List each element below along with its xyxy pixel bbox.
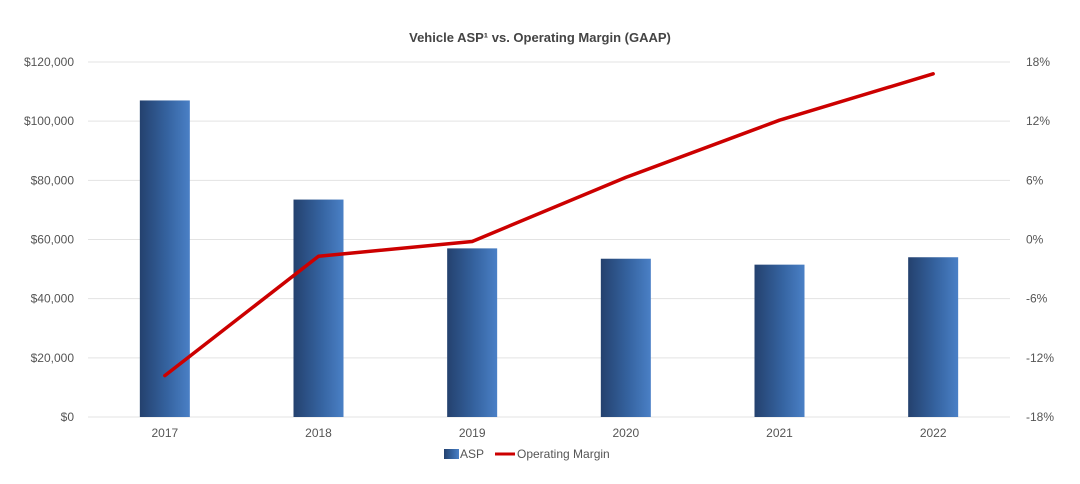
chart-title: Vehicle ASP¹ vs. Operating Margin (GAAP) [409,30,671,45]
bar-asp-2017 [139,100,190,417]
y-right-tick-label: -12% [1026,351,1054,365]
y-right-tick-label: -18% [1026,410,1054,424]
x-tick-label: 2019 [459,426,486,440]
y-left-tick-label: $0 [61,410,75,424]
y-right-tick-label: 6% [1026,173,1044,187]
legend: ASP Operating Margin [444,447,610,461]
operating-margin-point-2020 [624,175,628,179]
x-tick-label: 2020 [612,426,639,440]
legend-label-asp: ASP [460,447,484,461]
y-left-tick-label: $100,000 [24,114,74,128]
y-right-tick-label: 18% [1026,55,1050,69]
bar-asp-2019 [447,248,498,417]
y-left-tick-label: $80,000 [31,173,75,187]
y-left-tick-label: $20,000 [31,351,75,365]
y-right-tick-label: 12% [1026,114,1050,128]
operating-margin-point-2022 [931,72,935,76]
operating-margin-line [163,72,935,378]
operating-margin-point-2017 [163,374,167,378]
y-right-tick-label: -6% [1026,292,1048,306]
x-tick-label: 2017 [151,426,178,440]
legend-label-operating-margin: Operating Margin [517,447,610,461]
x-tick-label: 2018 [305,426,332,440]
y-left-tick-label: $40,000 [31,292,75,306]
operating-margin-point-2021 [778,118,781,122]
bar-asp-2018 [293,199,344,417]
y-left-tick-label: $60,000 [31,233,75,247]
y-right-tick-label: 0% [1026,233,1044,247]
operating-margin-point-2019 [470,239,474,243]
bar-asp-2022 [908,257,959,417]
y-left-tick-label: $120,000 [24,55,74,69]
legend-swatch-asp [444,449,459,459]
x-tick-label: 2022 [920,426,947,440]
operating-margin-point-2018 [317,254,320,258]
bar-asp-2021 [754,264,805,417]
x-tick-label: 2021 [766,426,793,440]
bar-asp-2020 [600,258,651,417]
